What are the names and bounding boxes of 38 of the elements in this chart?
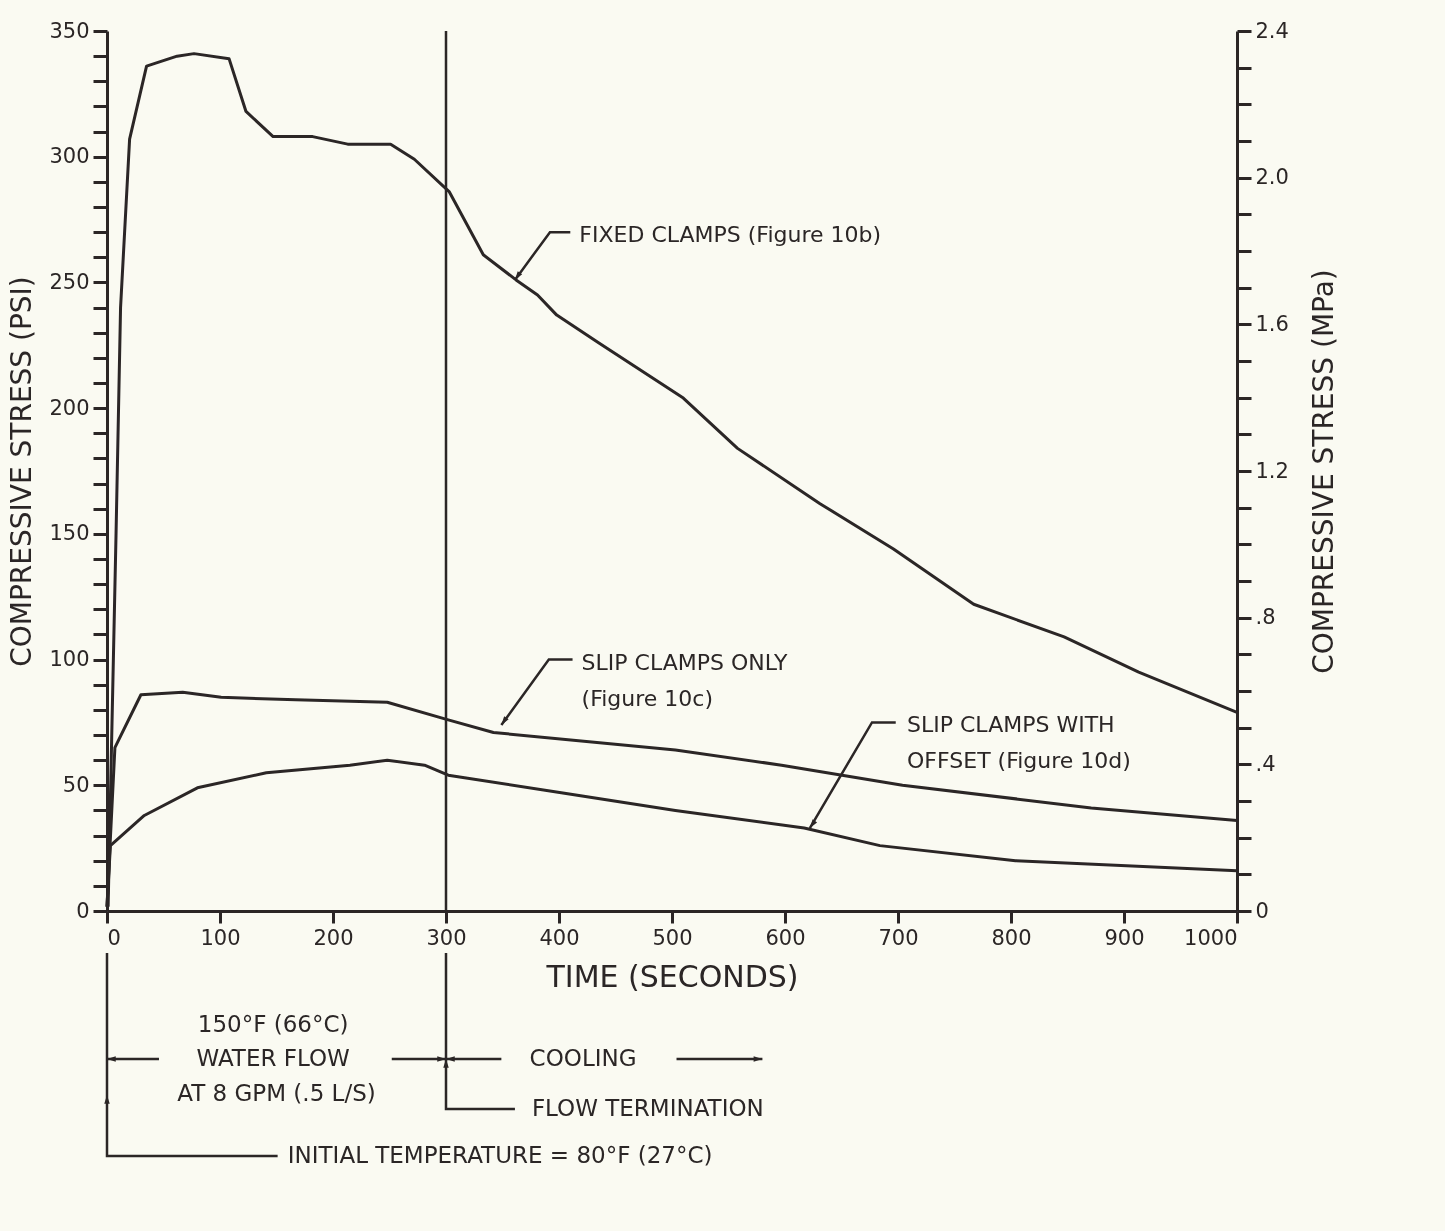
text: 150°F (66°C) bbox=[197, 1011, 349, 1037]
x-tick-label: 200 bbox=[313, 925, 354, 950]
text: COOLING bbox=[529, 1045, 637, 1071]
y2-tick-label: 1.6 bbox=[1255, 311, 1289, 336]
y-tick-label: 350 bbox=[49, 18, 90, 43]
text: FIXED CLAMPS (Figure 10b) bbox=[579, 222, 882, 248]
x-tick-label: 500 bbox=[652, 925, 693, 950]
x-tick-label: 100 bbox=[200, 925, 241, 950]
y-tick-label: 100 bbox=[49, 647, 90, 672]
y2-tick-label: .4 bbox=[1255, 751, 1276, 776]
x-tick-label: 800 bbox=[991, 925, 1032, 950]
y2-tick-label: 2.0 bbox=[1255, 165, 1289, 190]
y2-tick-label: 2.4 bbox=[1255, 18, 1289, 43]
y-tick-label: 250 bbox=[49, 269, 90, 294]
text: FLOW TERMINATION bbox=[531, 1095, 764, 1121]
x-tick-label: 300 bbox=[426, 925, 467, 950]
y-tick-label: 300 bbox=[49, 144, 90, 169]
x-tick-label: 1000 bbox=[1184, 925, 1238, 950]
y2-tick-label: .8 bbox=[1255, 605, 1276, 630]
series-label: SLIP CLAMPS ONLY (Figure 10c) bbox=[581, 649, 789, 711]
y-axis-title: COMPRESSIVE STRESS (PSI) bbox=[5, 276, 39, 667]
y-tick-label: 0 bbox=[76, 898, 90, 923]
y-tick-label: 150 bbox=[49, 521, 90, 546]
x-tick-label: 900 bbox=[1104, 925, 1145, 950]
x-tick-label: 400 bbox=[539, 925, 580, 950]
y2-tick-label: 1.2 bbox=[1255, 458, 1289, 483]
y2-axis-title: COMPRESSIVE STRESS (MPa) bbox=[1306, 269, 1340, 674]
x-axis-title: TIME (SECONDS) bbox=[545, 958, 799, 994]
text: AT 8 GPM (.5 L/S) bbox=[177, 1080, 376, 1106]
x-tick-label: 600 bbox=[765, 925, 806, 950]
text: SLIP CLAMPS WITH OFFSET (Figure 10d) bbox=[907, 712, 1131, 774]
y2-tick-label: 0 bbox=[1255, 898, 1269, 923]
text: WATER FLOW bbox=[196, 1045, 350, 1071]
y-tick-label: 200 bbox=[49, 395, 90, 420]
x-tick-label: 0 bbox=[107, 925, 121, 950]
x-tick-label: 700 bbox=[878, 925, 919, 950]
y-tick-label: 50 bbox=[62, 772, 90, 797]
text: INITIAL TEMPERATURE = 80°F (27°C) bbox=[287, 1142, 713, 1168]
